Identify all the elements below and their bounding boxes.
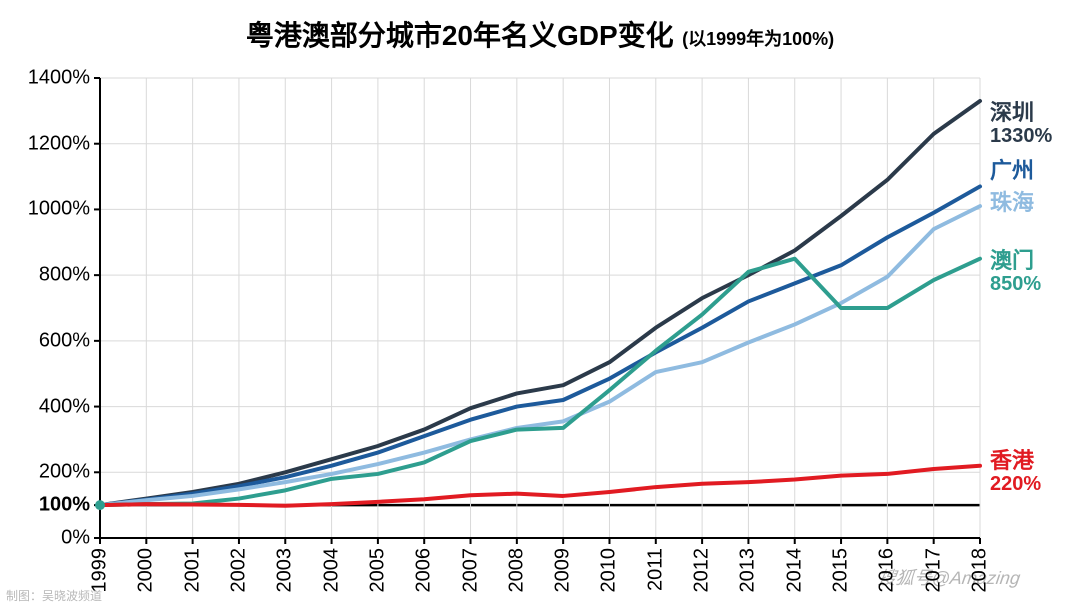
x-tick-label: 2018 — [969, 548, 992, 593]
series-label-澳门: 澳门850% — [990, 248, 1041, 296]
series-label-广州: 广州 — [990, 158, 1034, 183]
x-tick-label: 2010 — [598, 548, 621, 593]
y-tick-label: 1400% — [10, 67, 90, 90]
x-tick-label: 2013 — [737, 548, 760, 593]
x-tick-label: 2015 — [830, 548, 853, 593]
y-tick-label: 0% — [10, 527, 90, 550]
y-tick-label: 100% — [10, 494, 90, 517]
x-tick-label: 2005 — [366, 548, 389, 593]
x-tick-label: 1999 — [89, 548, 112, 593]
x-tick-label: 2007 — [459, 548, 482, 593]
x-tick-label: 2003 — [274, 548, 297, 593]
y-tick-label: 800% — [10, 264, 90, 287]
x-tick-label: 2009 — [552, 548, 575, 593]
series-label-珠海: 珠海 — [990, 190, 1034, 215]
x-tick-label: 2012 — [691, 548, 714, 593]
y-tick-label: 200% — [10, 461, 90, 484]
line-chart — [0, 0, 1080, 608]
x-tick-label: 2004 — [320, 548, 343, 593]
x-tick-label: 2002 — [227, 548, 250, 593]
x-tick-label: 2011 — [644, 548, 667, 591]
x-tick-label: 2006 — [413, 548, 436, 593]
x-tick-label: 2014 — [783, 548, 806, 593]
x-tick-label: 2016 — [876, 548, 899, 593]
series-label-深圳: 深圳1330% — [990, 100, 1052, 148]
x-tick-label: 2001 — [181, 548, 204, 593]
x-tick-label: 2000 — [135, 548, 158, 593]
y-tick-label: 1200% — [10, 132, 90, 155]
y-tick-label: 600% — [10, 329, 90, 352]
y-tick-label: 1000% — [10, 198, 90, 221]
y-tick-label: 400% — [10, 395, 90, 418]
series-label-香港: 香港220% — [990, 448, 1041, 496]
x-tick-label: 2008 — [505, 548, 528, 593]
x-tick-label: 2017 — [922, 548, 945, 593]
